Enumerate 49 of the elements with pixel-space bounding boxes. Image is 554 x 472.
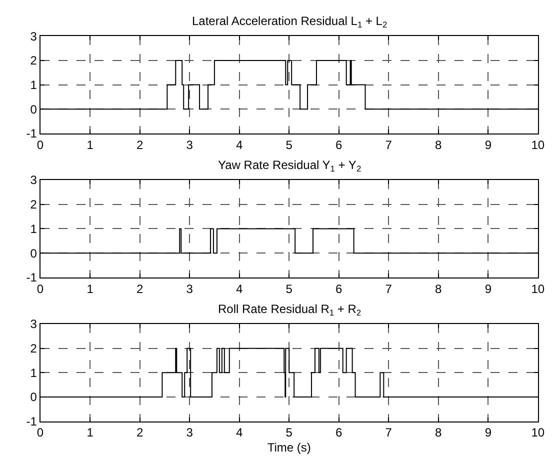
x-tick-label: 2 [136,426,144,440]
x-tick-label: 10 [531,282,545,296]
chart-title: Lateral Acceleration Residual L$_{1}$ + L$_{2}$ [192,14,388,30]
x-tick-label: 7 [385,426,392,440]
x-tick-label: 5 [286,426,293,440]
x-tick-label: 10 [531,426,545,440]
x-tick-label: 7 [385,282,392,296]
x-tick-label: 8 [435,282,442,296]
x-tick-label: 1 [86,282,94,296]
x-tick-label: 3 [186,282,194,296]
x-tick-label: 1 [86,426,94,440]
y-tick-label: 0 [30,390,38,404]
chart-title: Roll Rate Residual R$_{1}$ + R$_{2}$ [218,302,362,318]
x-tick-label: 9 [484,138,492,152]
x-tick-label: 1 [86,138,94,152]
x-tick-label: 5 [286,282,293,296]
y-tick-label: 1 [30,78,38,92]
x-tick-label: 9 [484,426,492,440]
y-tick-label: -1 [26,126,38,141]
x-tick-label: 2 [136,282,144,296]
y-tick-label: 2 [30,54,38,68]
y-tick-label: 0 [30,102,38,116]
y-tick-label: 0 [30,246,38,260]
chart-title: Yaw Rate Residual Y$_{1}$ + Y$_{2}$ [218,158,362,174]
y-tick-label: -1 [26,270,38,285]
x-tick-label: 4 [236,138,243,152]
x-tick-label: 2 [136,138,144,152]
x-tick-label: 8 [435,138,442,152]
x-tick-label: 4 [236,282,243,296]
x-tick-label: 5 [286,138,293,152]
x-tick-label: 3 [186,426,194,440]
y-tick-label: 3 [30,317,38,332]
x-tick-label: 8 [435,426,442,440]
y-tick-label: 2 [30,342,38,356]
y-tick-label: -1 [26,414,38,429]
y-tick-label: 2 [30,198,38,212]
x-tick-label: 6 [336,282,343,296]
x-tick-label: 4 [236,426,243,440]
x-tick-label: 3 [186,138,194,152]
x-tick-label: 6 [336,426,343,440]
x-tick-label: 9 [484,282,492,296]
y-tick-label: 1 [30,366,38,380]
y-tick-label: 1 [30,222,38,236]
x-tick-label: 6 [336,138,343,152]
x-tick-label: 7 [385,138,392,152]
x-axis-title: Time (s) [267,440,311,455]
y-tick-label: 3 [30,173,38,188]
y-tick-label: 3 [30,29,38,44]
x-tick-label: 10 [531,138,545,152]
